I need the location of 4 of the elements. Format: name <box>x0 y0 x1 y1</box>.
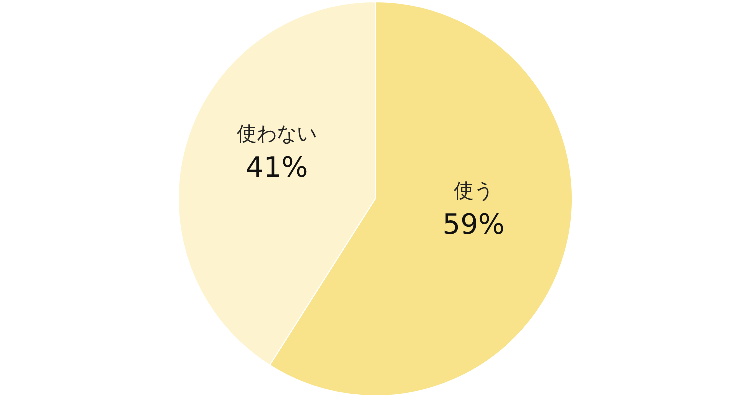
data-label: 41% <box>246 150 308 184</box>
data-label: 59% <box>442 208 505 242</box>
slice-label: 使う <box>454 178 494 203</box>
slice-label: 使わない <box>237 121 318 146</box>
